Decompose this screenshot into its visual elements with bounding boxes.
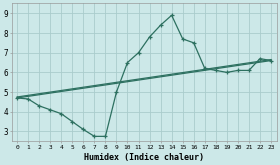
X-axis label: Humidex (Indice chaleur): Humidex (Indice chaleur) xyxy=(84,152,204,162)
